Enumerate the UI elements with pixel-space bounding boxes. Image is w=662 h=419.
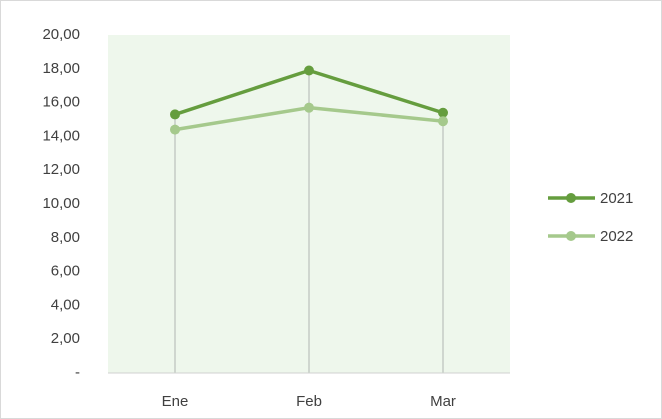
x-tick-label: Mar — [430, 393, 456, 410]
data-point — [438, 107, 448, 118]
y-tick-label: - — [75, 364, 80, 381]
y-tick-label: 4,00 — [51, 296, 80, 313]
x-tick-label: Feb — [296, 393, 322, 410]
y-tick-label: 12,00 — [42, 161, 80, 178]
y-tick-label: 20,00 — [42, 26, 80, 43]
data-point — [304, 65, 314, 76]
legend-marker — [566, 193, 576, 203]
data-point — [304, 102, 314, 113]
legend-label: 2021 — [600, 190, 633, 207]
y-tick-label: 14,00 — [42, 127, 80, 144]
x-tick-label: Ene — [162, 393, 189, 410]
legend-label: 2022 — [600, 228, 633, 245]
data-point — [438, 116, 448, 127]
data-point — [170, 124, 180, 135]
y-tick-label: 16,00 — [42, 94, 80, 111]
data-point — [170, 109, 180, 120]
y-tick-label: 10,00 — [42, 195, 80, 212]
y-tick-label: 18,00 — [42, 60, 80, 77]
y-tick-label: 8,00 — [51, 229, 80, 246]
legend-marker — [566, 231, 576, 241]
y-tick-label: 2,00 — [51, 330, 80, 347]
y-tick-label: 6,00 — [51, 263, 80, 280]
